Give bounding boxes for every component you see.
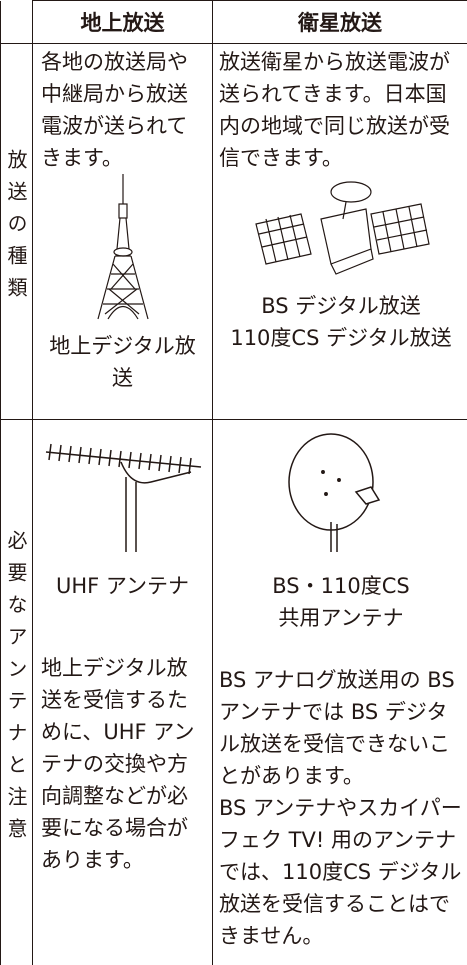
description: 放送衛星から放送電波が送られてきます。日本国内の地域で同じ放送が受信できます。 [219, 50, 450, 170]
header-row: 地上放送 衛星放送 [0, 0, 467, 44]
row-header: 必要なアンテナと注意 [0, 419, 33, 965]
tower-illustration [96, 174, 149, 320]
cell: 放送衛星から放送電波が送られてきます。日本国内の地域で同じ放送が受信できます。 … [212, 43, 467, 420]
caption-line: BS・110度CS [272, 574, 410, 598]
note: BS アンテナやスカイパーフェク TV! 用のアンテナでは、110度CS デジタ… [219, 796, 462, 948]
corner [0, 0, 33, 44]
column-header: 地上放送 [32, 0, 213, 44]
row-label: 放送の種類 [4, 149, 28, 309]
cell: 各地の放送局や中継局から放送電波が送られてきます。 地上デジタル放送 [32, 43, 213, 420]
cell: UHF アンテナ 地上デジタル放送を受信するために、UHF アンテナの交換や方向… [32, 419, 213, 965]
row-header: 放送の種類 [0, 43, 33, 420]
note: BS アナログ放送用の BS アンテナでは BS デジタル放送を受信できないこと… [219, 668, 455, 788]
caption: UHF アンテナ [55, 574, 190, 598]
row: 必要なアンテナと注意 UHF アンテナ 地上デジタル放送を受信するために、UHF… [0, 419, 467, 965]
caption: 地上デジタル放送 [49, 334, 196, 390]
row: 放送の種類 各地の放送局や中継局から放送電波が送られてきます。 地上デジタル放送… [0, 43, 467, 420]
row-label: 必要なアンテナと注意 [4, 529, 28, 850]
column-header: 衛星放送 [212, 0, 467, 44]
note: 地上デジタル放送を受信するために、UHF アンテナの交換や方向調整などが必要にな… [41, 656, 195, 872]
satellite-illustration [255, 181, 430, 275]
uhf-antenna-illustration [45, 443, 202, 552]
cell: BS・110度CS 共用アンテナ BS アナログ放送用の BS アンテナでは B… [212, 419, 467, 965]
dish-illustration [288, 433, 381, 552]
caption-line: BS デジタル放送 [261, 294, 421, 318]
caption-line: 110度CS デジタル放送 [230, 326, 452, 350]
caption-line: 共用アンテナ [278, 606, 404, 630]
description: 各地の放送局や中継局から放送電波が送られてきます。 [41, 50, 188, 170]
